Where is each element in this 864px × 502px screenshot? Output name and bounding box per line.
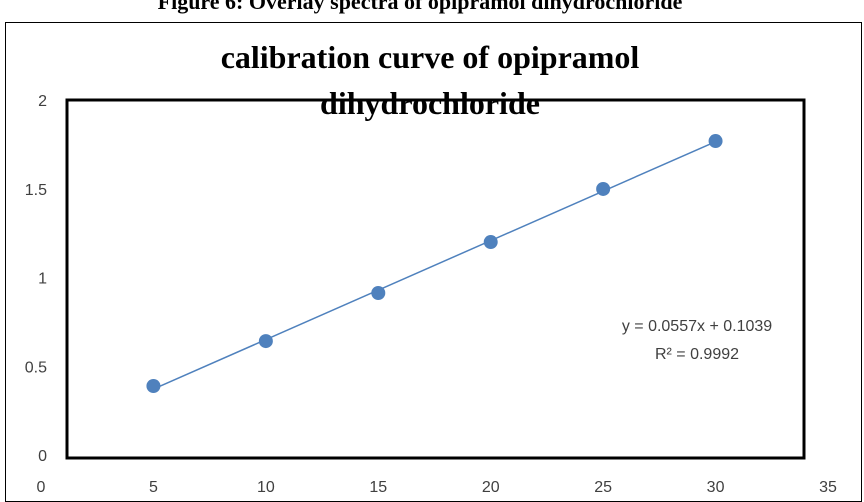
y-tick-label: 0 — [38, 448, 47, 465]
data-point — [708, 134, 723, 149]
trendline — [153, 140, 716, 390]
data-point — [371, 285, 386, 300]
data-point — [596, 181, 611, 196]
x-tick-label: 35 — [819, 479, 837, 496]
y-tick-label: 0.5 — [25, 359, 47, 376]
x-tick-label: 5 — [149, 479, 158, 496]
data-point — [258, 334, 273, 349]
trendline-equation: y = 0.0557x + 0.1039 — [622, 318, 772, 335]
x-tick-label: 20 — [482, 479, 500, 496]
r-squared: R² = 0.9992 — [655, 346, 739, 363]
y-tick-label: 1.5 — [25, 182, 47, 199]
figure-caption: Figure 6: Overlay spectra of opipramol d… — [158, 0, 683, 14]
y-tick-label: 2 — [38, 93, 47, 110]
x-tick-label: 15 — [369, 479, 387, 496]
data-point — [146, 379, 161, 393]
data-point — [483, 235, 498, 250]
x-tick-label: 30 — [707, 479, 725, 496]
x-tick-label: 10 — [257, 479, 275, 496]
x-tick-label: 25 — [594, 479, 612, 496]
chart-title: calibration curve of opipramol dihydroch… — [220, 39, 640, 121]
x-tick-label: 0 — [37, 479, 46, 496]
y-tick-label: 1 — [38, 271, 47, 288]
plot-frame — [65, 98, 806, 460]
